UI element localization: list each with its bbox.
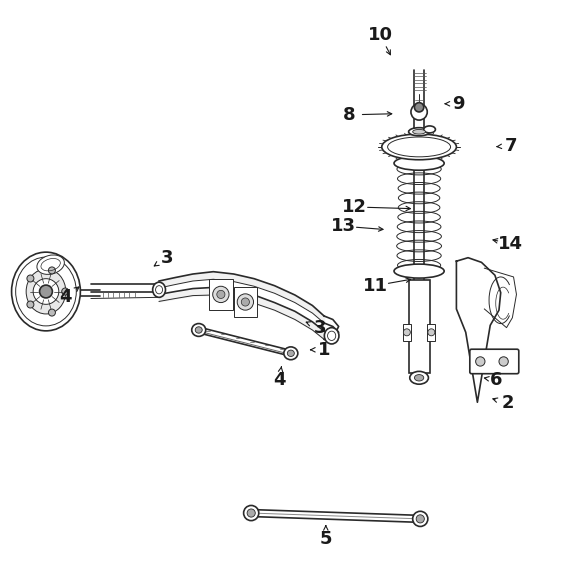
Ellipse shape: [394, 156, 444, 170]
Ellipse shape: [152, 282, 165, 297]
Text: 2: 2: [502, 395, 514, 412]
Polygon shape: [484, 268, 516, 328]
Text: 7: 7: [505, 137, 517, 154]
Ellipse shape: [37, 255, 64, 275]
Ellipse shape: [394, 264, 444, 278]
Text: 4: 4: [273, 371, 286, 389]
Ellipse shape: [247, 509, 255, 517]
Circle shape: [27, 275, 34, 282]
Text: 1: 1: [318, 341, 331, 359]
Text: 9: 9: [453, 95, 465, 113]
Ellipse shape: [244, 505, 259, 521]
Bar: [234, 287, 257, 317]
Polygon shape: [457, 258, 500, 402]
Circle shape: [411, 104, 427, 120]
Circle shape: [33, 279, 59, 304]
Bar: [209, 279, 232, 310]
Text: 3: 3: [161, 249, 173, 266]
Ellipse shape: [413, 511, 428, 526]
Ellipse shape: [26, 269, 66, 314]
Circle shape: [27, 301, 34, 308]
Ellipse shape: [284, 347, 298, 360]
Circle shape: [62, 288, 69, 295]
Ellipse shape: [410, 371, 429, 384]
Ellipse shape: [192, 324, 206, 336]
Ellipse shape: [382, 134, 457, 160]
Bar: [427, 324, 436, 341]
Ellipse shape: [12, 252, 81, 331]
Circle shape: [213, 286, 229, 303]
Ellipse shape: [324, 328, 339, 344]
Circle shape: [475, 357, 485, 366]
Circle shape: [217, 290, 225, 298]
Text: 6: 6: [490, 371, 502, 389]
Circle shape: [48, 309, 55, 316]
Bar: [409, 280, 430, 373]
Text: 14: 14: [498, 235, 523, 252]
Circle shape: [499, 357, 508, 366]
Ellipse shape: [195, 326, 202, 333]
Ellipse shape: [424, 126, 436, 133]
Circle shape: [415, 103, 424, 112]
Text: 10: 10: [367, 26, 392, 44]
Ellipse shape: [409, 128, 430, 136]
Circle shape: [241, 298, 249, 306]
Ellipse shape: [287, 350, 294, 357]
Circle shape: [404, 329, 411, 336]
Text: 5: 5: [319, 531, 332, 548]
Ellipse shape: [415, 375, 424, 381]
Circle shape: [48, 267, 55, 274]
Bar: [403, 324, 411, 341]
Ellipse shape: [416, 515, 425, 523]
Text: 8: 8: [343, 106, 356, 124]
Circle shape: [428, 329, 435, 336]
FancyBboxPatch shape: [470, 349, 519, 374]
Circle shape: [40, 285, 53, 298]
Text: 4: 4: [60, 289, 72, 306]
Circle shape: [237, 294, 253, 310]
Ellipse shape: [413, 129, 426, 134]
Text: 13: 13: [331, 217, 356, 235]
Text: 11: 11: [363, 277, 388, 294]
Text: 3: 3: [314, 319, 326, 336]
Text: 12: 12: [342, 198, 367, 216]
